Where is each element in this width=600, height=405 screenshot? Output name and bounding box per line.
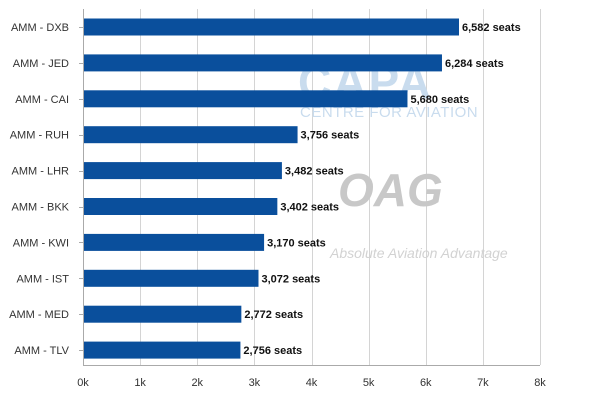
category-label: AMM - DXB xyxy=(11,22,69,34)
x-tick-label: 1k xyxy=(134,377,146,389)
bar xyxy=(84,269,259,287)
bar xyxy=(84,126,298,144)
bar xyxy=(84,341,241,359)
x-tick-label: 2k xyxy=(191,377,203,389)
category-label: AMM - CAI xyxy=(15,94,69,106)
data-label: 3,072 seats xyxy=(261,273,320,285)
bar xyxy=(84,233,265,251)
x-tick-label: 0k xyxy=(77,377,89,389)
category-label: AMM - LHR xyxy=(12,166,70,178)
category-label: AMM - MED xyxy=(9,309,69,321)
bar xyxy=(84,18,459,36)
x-tick-label: 4k xyxy=(306,377,318,389)
data-label: 5,680 seats xyxy=(410,94,469,106)
category-labels: AMM - DXB AMM - JED AMM - CAI AMM - RUH AMM … xyxy=(9,22,70,357)
category-label: AMM - KWI xyxy=(13,237,69,249)
watermarks: CAPA CENTRE FOR AVIATION OAG Absolute Av… xyxy=(298,56,508,261)
bar xyxy=(84,198,278,215)
data-label: 6,284 seats xyxy=(445,58,504,70)
category-label: AMM - RUH xyxy=(10,130,69,142)
data-label: 3,170 seats xyxy=(267,237,326,249)
data-label: 6,582 seats xyxy=(462,22,521,34)
bar xyxy=(84,90,408,108)
category-label: AMM - JED xyxy=(13,58,69,70)
data-label: 3,756 seats xyxy=(301,130,360,142)
data-label: 2,772 seats xyxy=(244,309,303,321)
category-label: AMM - BKK xyxy=(12,202,70,214)
bars xyxy=(84,18,459,359)
category-label: AMM - IST xyxy=(16,273,69,285)
capa-watermark-subtitle: CENTRE FOR AVIATION xyxy=(300,104,478,121)
bar xyxy=(84,54,442,72)
category-label: AMM - TLV xyxy=(14,345,69,357)
x-tick-label: 5k xyxy=(363,377,375,389)
x-tick-label: 3k xyxy=(249,377,261,389)
bar xyxy=(84,162,282,180)
data-label: 3,482 seats xyxy=(285,166,344,178)
data-labels: 6,582 seats 6,284 seats 5,680 seats 3,756 s… xyxy=(243,22,520,357)
x-tick-label: 8k xyxy=(534,377,546,389)
oag-watermark-subtitle: Absolute Aviation Advantage xyxy=(329,245,508,261)
x-tick-label: 6k xyxy=(420,377,432,389)
x-tick-label: 7k xyxy=(477,377,489,389)
x-axis: 0k 1k 2k 3k 4k 5k 6k 7k 8k xyxy=(77,9,546,389)
oag-watermark-logo: OAG xyxy=(338,164,443,216)
bar xyxy=(84,305,242,323)
data-label: 2,756 seats xyxy=(243,345,302,357)
data-label: 3,402 seats xyxy=(280,202,339,214)
